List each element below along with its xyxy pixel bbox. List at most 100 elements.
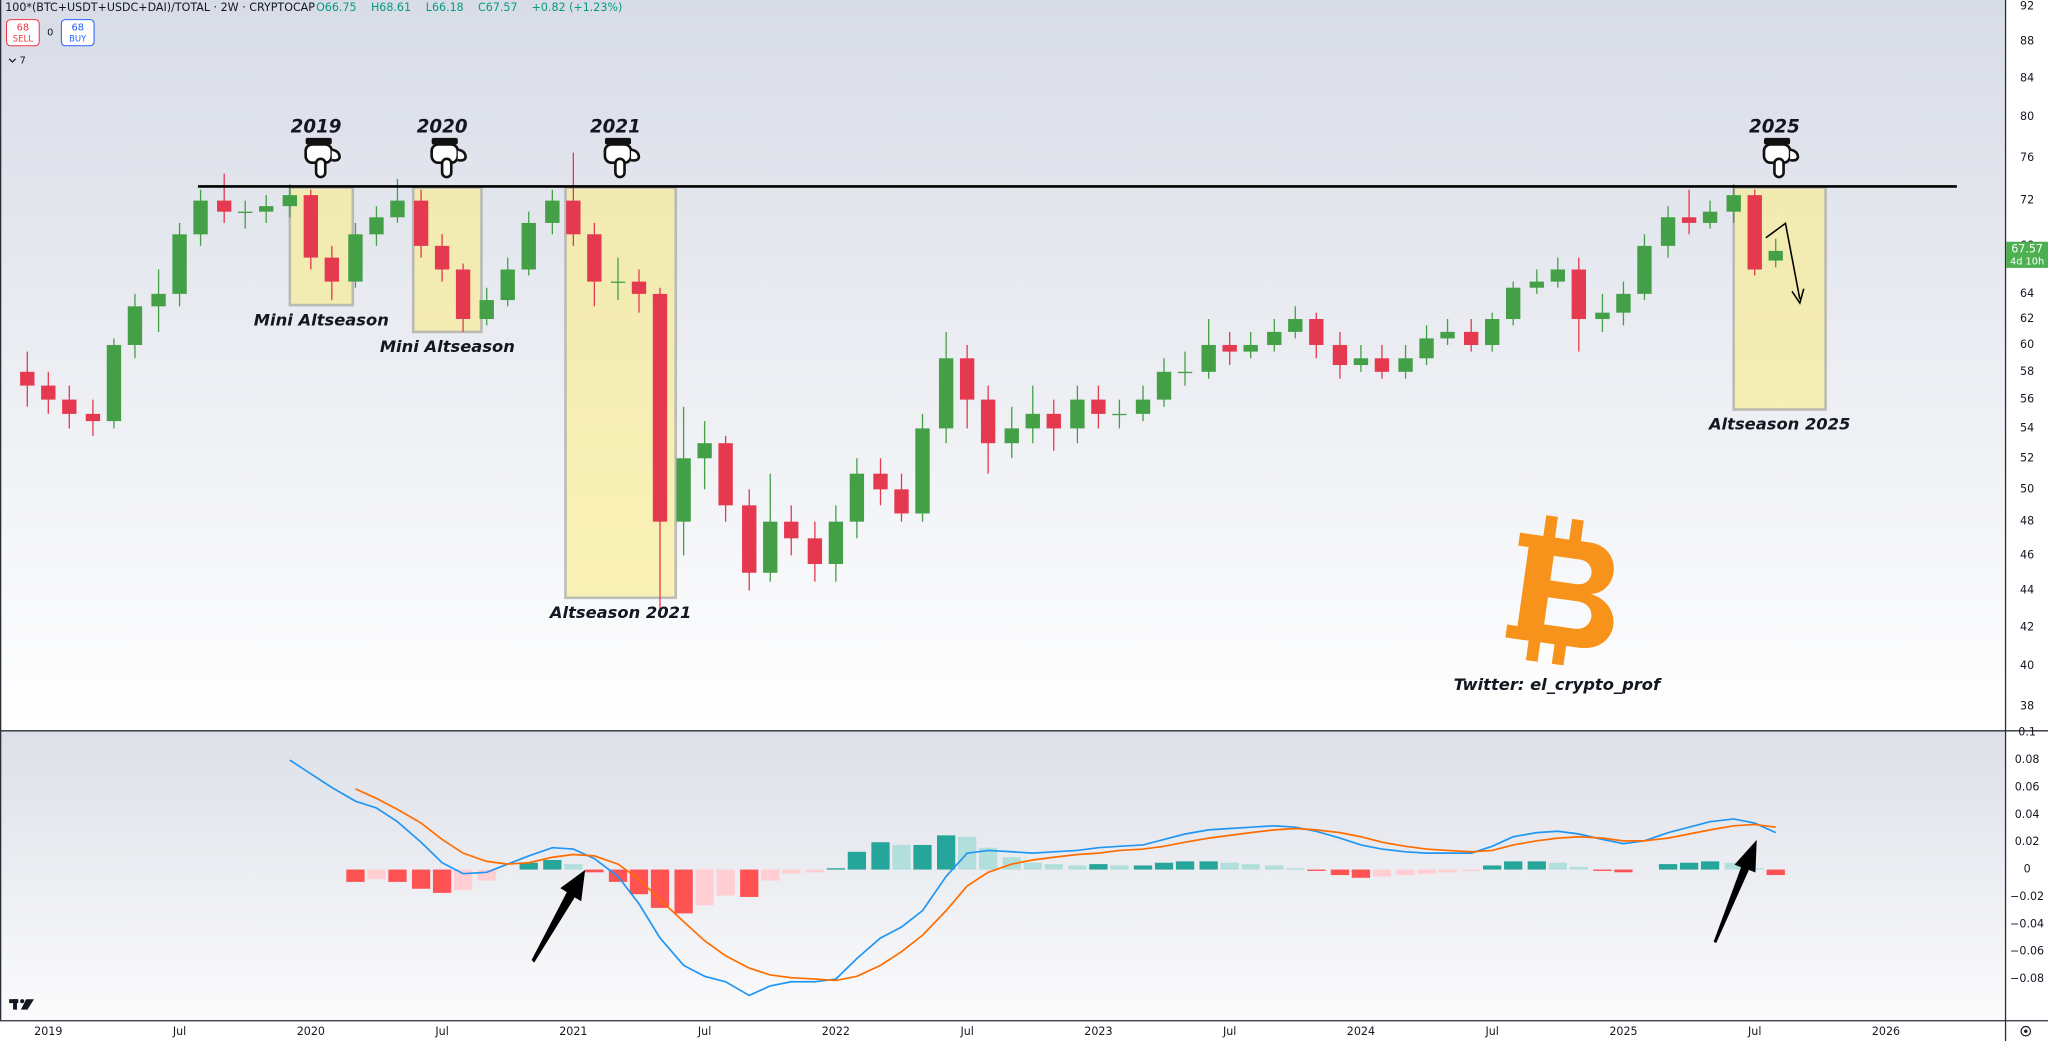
last-price-label: 67.57 [2011,243,2043,256]
histogram-bar [740,869,759,897]
candle-body [1702,211,1718,223]
histogram-bar [477,869,496,881]
histogram-bar [1330,869,1350,876]
zone-year: 2019 [291,116,342,137]
y-tick-label: 58 [2020,365,2034,378]
macd-y-tick-label: 0.02 [2015,835,2040,848]
candle-body [1177,371,1193,374]
x-tick-label: 2020 [297,1025,325,1038]
buy-price[interactable]: 68 [71,22,83,33]
hand-thumb [331,148,341,162]
drawn-arrowhead [1791,288,1805,305]
y-tick-label: 60 [2020,338,2034,351]
sell-button[interactable]: 68 SELL [6,19,40,47]
histogram-bar [1417,869,1436,874]
histogram-bar [1351,869,1371,878]
y-tick-label: 42 [2020,620,2034,633]
histogram-bar [936,835,956,870]
candles-layer [20,152,1783,609]
candle-body [631,281,647,294]
sell-label[interactable]: SELL [13,34,33,44]
indicator-count[interactable]: 7 [20,56,26,67]
histogram-bar [1438,869,1457,873]
candle-body [1025,413,1040,429]
x-tick-label: Jul [434,1025,448,1038]
histogram-bar [1199,861,1218,870]
candle-body [193,200,208,235]
macd-y-tick-label: −0.06 [2010,945,2044,958]
y-tick-label: 40 [2020,659,2034,672]
zone-year: 2025 [1749,116,1800,137]
candle-body [151,293,166,307]
candle-body [1112,413,1127,416]
candle-body [238,211,253,213]
buy-box[interactable] [60,19,95,47]
candle-body [1768,250,1783,261]
macd-y-tick-label: −0.08 [2010,972,2044,985]
ohlc-open: O66.75 [316,1,357,14]
histogram-bar [411,869,431,889]
candle-body [980,399,996,444]
y-tick-label: 46 [2020,548,2034,561]
altseason-zone [1732,186,1827,411]
histogram-bar [1527,861,1546,870]
gear[interactable] [2020,1025,2032,1037]
bitcoin-logo [1505,515,1614,666]
y-tick-label: 38 [2020,700,2034,713]
histogram-bar [1504,861,1523,870]
histogram-bar [1372,869,1392,877]
macd-pane-background [0,731,2005,1021]
x-tick-label: 2023 [1084,1025,1112,1038]
histogram-bar [674,869,693,914]
logo-part [13,999,17,1010]
candle-body [1637,245,1652,294]
macd-y-tick-label: 0 [2024,863,2031,876]
histogram-bar [1569,866,1588,870]
histogram-bar [1220,862,1239,870]
price-pane-background [0,0,2005,731]
candle-body [1747,195,1762,270]
histogram-bar [826,868,846,870]
candle-body [1419,338,1434,359]
settings-icon[interactable] [2020,1025,2032,1037]
macd-y-tick-label: 0.06 [2015,780,2040,793]
histogram-bar [847,851,867,870]
histogram-bar [1089,864,1108,870]
candle-body [521,222,536,270]
candle-body [282,195,298,207]
x-tick-label: 2026 [1872,1025,1900,1038]
macd-y-tick-label: 0.08 [2015,753,2040,766]
histogram-bar [543,859,562,870]
candle-body [1440,331,1455,339]
candle-body [303,195,319,258]
buy-label[interactable]: BUY [69,34,87,44]
x-tick-label: 2019 [34,1025,62,1038]
histogram-bar [1175,861,1195,870]
macd-arrow [1713,839,1757,944]
gear-center[interactable] [2024,1029,2028,1033]
histogram-bar [1307,869,1326,871]
buy-button[interactable]: 68 BUY [60,19,95,47]
sell-box[interactable] [6,19,40,47]
x-tick-label: 2021 [559,1025,587,1038]
histogram-bar [629,869,649,895]
candle-body [1353,358,1369,366]
histogram-bar [1241,864,1260,870]
candle-body [348,234,363,282]
ohlc-close: C67.57 [478,1,518,14]
y-tick-label: 88 [2020,35,2034,48]
y-tick-label: 76 [2020,151,2034,164]
histogram-bar [913,844,932,870]
sell-price[interactable]: 68 [17,22,29,33]
candle-body [1529,281,1545,288]
candle-body [1681,217,1697,223]
candle-body [1660,217,1676,246]
ohlc-low: L66.18 [426,1,464,14]
candle-body [566,200,581,235]
candle-body [1374,358,1390,372]
hand-cuff [305,137,332,145]
collapse-chevron[interactable] [8,58,17,63]
logo-part [20,999,25,1004]
histogram-bar [1396,869,1415,876]
